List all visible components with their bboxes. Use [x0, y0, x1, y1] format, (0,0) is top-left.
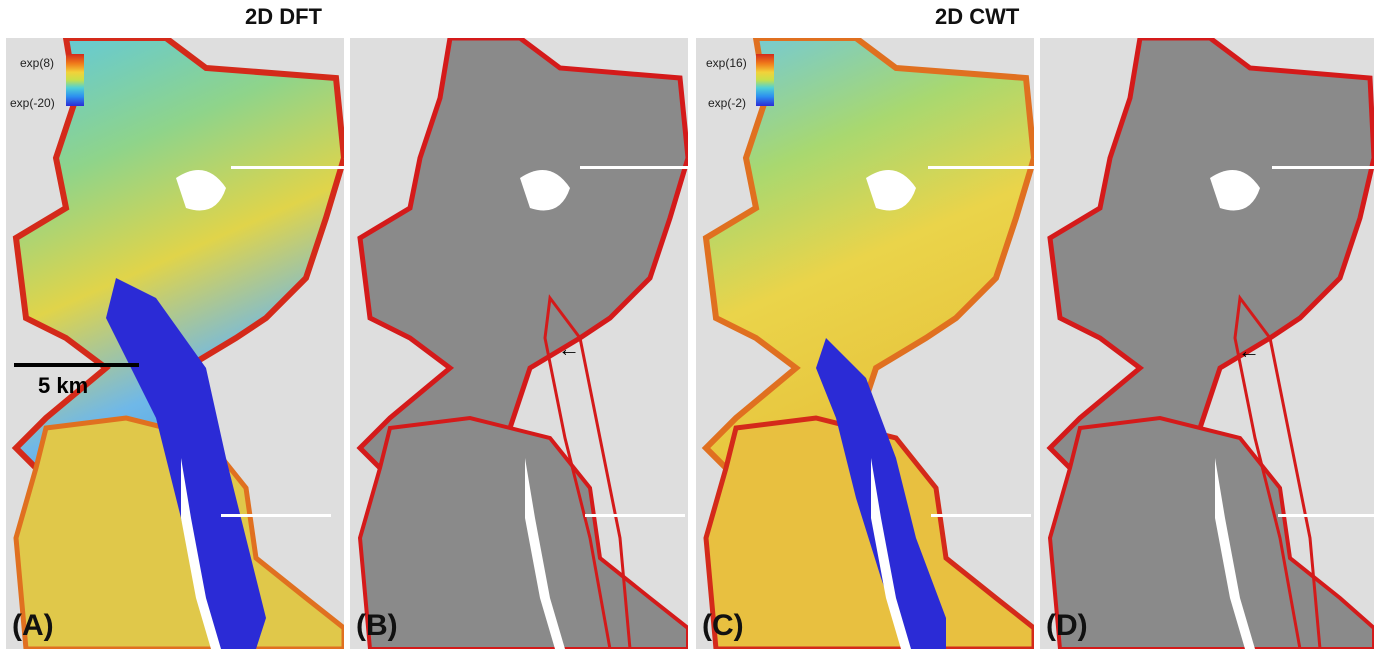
panel-b-label: (B) [356, 609, 398, 642]
panel-b: ← (B) [350, 38, 688, 649]
colorbar-a-min: exp(-20) [10, 96, 55, 110]
panel-c-map [701, 38, 1034, 649]
title-dft: 2D DFT [245, 4, 322, 29]
panel-d-map [1046, 38, 1374, 649]
panel-d: ← (D) [1040, 38, 1374, 649]
colorbar-a-max: exp(8) [20, 56, 55, 70]
panel-c-label: (C) [702, 609, 744, 642]
panel-a-map [11, 38, 344, 649]
colorbar-c [756, 54, 774, 106]
panel-d-label: (D) [1046, 609, 1088, 642]
panel-a-label: (A) [12, 609, 54, 642]
colorbar-c-min: exp(-2) [708, 96, 747, 110]
arrow-left-icon: ← [558, 336, 580, 361]
panel-a: exp(8) exp(-20) 5 km (A) [6, 38, 344, 649]
scale-bar-label: 5 km [38, 373, 89, 398]
colorbar-c-max: exp(16) [706, 56, 747, 70]
panel-b-map [356, 38, 688, 649]
panel-c: exp(16) exp(-2) (C) [696, 38, 1034, 649]
title-cwt: 2D CWT [935, 4, 1020, 29]
colorbar-a [66, 54, 84, 106]
arrow-left-icon: ← [1238, 338, 1260, 363]
scale-bar [14, 363, 139, 367]
